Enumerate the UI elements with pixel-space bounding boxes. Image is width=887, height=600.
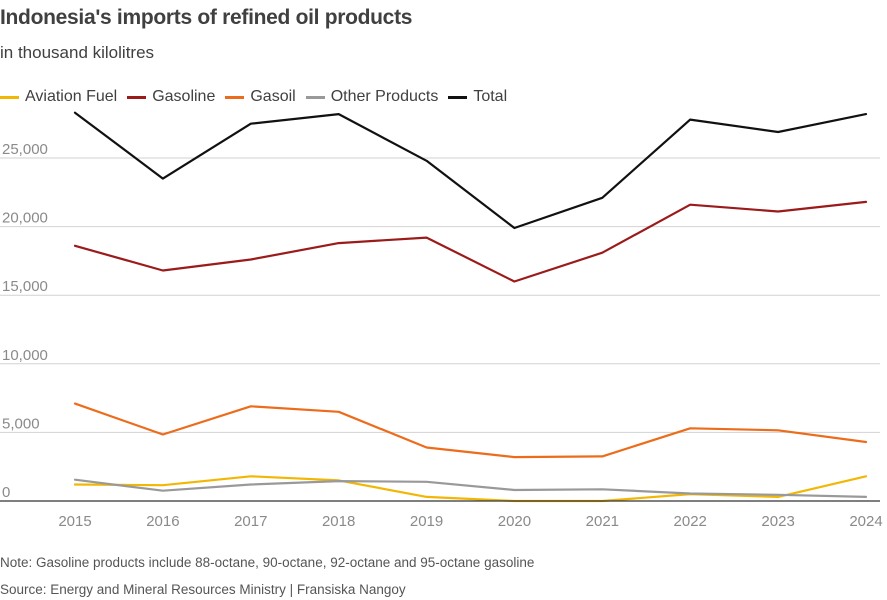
- x-tick-label: 2022: [674, 513, 707, 530]
- series-line-gasoline: [73, 200, 868, 283]
- y-tick-label: 25,000: [2, 141, 48, 158]
- x-axis-tick-labels: 2015 2016 2017 2018 2019 2020 2021 2022 2023 2024: [58, 513, 882, 530]
- legend-label: Total: [473, 88, 508, 105]
- x-tick-label: 2024: [849, 513, 882, 530]
- x-tick-label: 2015: [58, 513, 91, 530]
- chart-subtitle: in thousand kilolitres: [0, 43, 155, 62]
- series-lines: [73, 111, 868, 503]
- legend-swatch: [0, 95, 19, 99]
- y-tick-label: 0: [2, 484, 10, 501]
- y-tick-label: 5,000: [2, 415, 40, 432]
- series-line-aviation-fuel: [73, 475, 868, 503]
- chart-title: Indonesia's imports of refined oil produ…: [0, 6, 413, 29]
- x-tick-label: 2019: [410, 513, 443, 530]
- series-line-other-products: [73, 478, 868, 498]
- y-axis-tick-labels: 0 5,000 10,000 15,000 20,000 25,000: [2, 141, 48, 501]
- legend-swatch: [448, 95, 468, 99]
- chart-source: Source: Energy and Mineral Resources Min…: [0, 582, 406, 597]
- y-tick-label: 20,000: [2, 210, 48, 227]
- legend-item-other-products: Other Products: [305, 88, 439, 106]
- legend-item-gasoil: Gasoil: [225, 88, 296, 106]
- legend-label: Other Products: [330, 88, 439, 105]
- legend-item-gasoline: Gasoline: [127, 88, 215, 106]
- x-tick-label: 2016: [146, 513, 179, 530]
- series-line-gasoil: [73, 402, 868, 459]
- x-tick-label: 2023: [761, 513, 794, 530]
- x-tick-label: 2018: [322, 513, 355, 530]
- chart-note: Note: Gasoline products include 88-octan…: [0, 555, 535, 570]
- legend-item-total: Total: [448, 88, 507, 106]
- legend-label: Gasoil: [250, 88, 296, 105]
- x-tick-label: 2017: [234, 513, 267, 530]
- chart-legend: Aviation Fuel Gasoline Gasoil Other Prod…: [0, 88, 517, 106]
- legend-label: Aviation Fuel: [25, 88, 118, 105]
- x-tick-label: 2021: [586, 513, 619, 530]
- legend-item-aviation-fuel: Aviation Fuel: [0, 88, 117, 106]
- y-tick-label: 15,000: [2, 278, 48, 295]
- legend-swatch: [127, 95, 147, 99]
- x-tick-label: 2020: [498, 513, 531, 530]
- gridlines: [0, 157, 880, 433]
- legend-swatch: [305, 95, 325, 99]
- series-line-total: [73, 111, 868, 230]
- legend-label: Gasoline: [152, 88, 216, 105]
- y-tick-label: 10,000: [2, 347, 48, 364]
- legend-swatch: [225, 95, 245, 99]
